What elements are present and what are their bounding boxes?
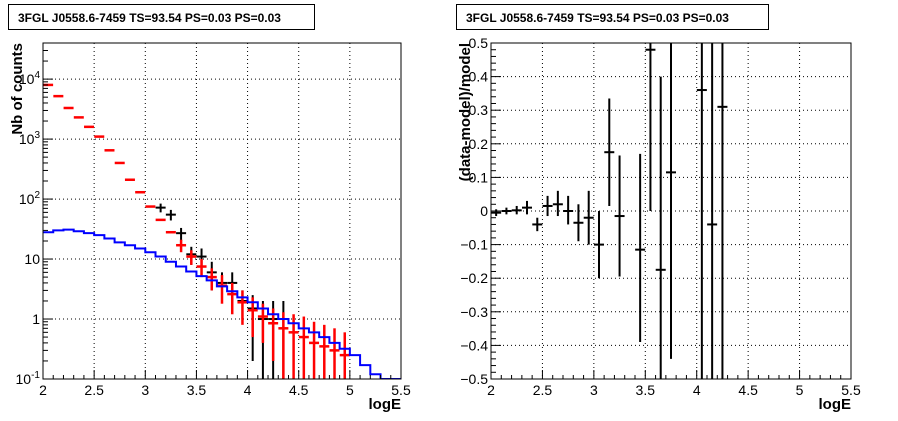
x-tick-label: 3: [141, 382, 149, 398]
counts-chart: 2 2.5 3 3.5 4 4.5 5 5.5 10-1 1 10 102 103 104 logE Nb o…: [9, 42, 411, 413]
y-tick-label: 10: [24, 251, 40, 267]
x-tick-label: 4.5: [289, 382, 309, 398]
y-tick-label: 0.4: [469, 69, 489, 85]
x-tick-label: 2: [487, 382, 495, 398]
x-tick-label: 3: [590, 382, 598, 398]
counts-panel: 2 2.5 3 3.5 4 4.5 5 5.5 10-1 1 10 102 103 104 logE Nb o…: [8, 4, 411, 413]
x-tick-label: 5: [346, 382, 354, 398]
x-tick-label: 3.5: [636, 382, 656, 398]
y-tick-label: −0.3: [460, 304, 488, 320]
x-axis-label: logE: [819, 396, 852, 413]
y-tick-label: −0.5: [460, 371, 488, 387]
x-tick-label: 2.5: [533, 382, 553, 398]
x-tick-label: 4: [693, 382, 701, 398]
x-tick-label: 3.5: [187, 382, 207, 398]
x-tick-label: 4: [244, 382, 252, 398]
background-histogram-line: [43, 228, 401, 379]
y-tick-label: 0.5: [469, 35, 489, 51]
x-tick-label: 5: [796, 382, 804, 398]
y-tick-label: 10-1: [16, 370, 41, 387]
y-tick-label: −0.2: [460, 270, 488, 286]
y-tick-label: 1: [32, 311, 40, 327]
x-tick-label: 5.5: [841, 382, 861, 398]
y-tick-label: 0.3: [469, 102, 489, 118]
residuals-panel: 2 2.5 3 3.5 4 4.5 5 5.5 −0.5 −0.4 −0.3 −0.2 −0.1 0 0.1…: [449, 0, 898, 421]
y-tick-label: 0: [480, 203, 488, 219]
x-tick-label: 2.5: [84, 382, 104, 398]
y-axis-label: (data-model)/model: [457, 43, 474, 181]
residuals-chart: 2 2.5 3 3.5 4 4.5 5 5.5 −0.5 −0.4 −0.3 −0.2 −0.1 0 0.1…: [457, 35, 861, 413]
y-tick-label: −0.4: [460, 337, 488, 353]
y-tick-label: 102: [19, 190, 41, 207]
y-tick-label: 104: [19, 70, 41, 87]
y-tick-label: 0.2: [469, 136, 489, 152]
chart-title-right: 3FGL J0558.6-7459 TS=93.54 PS=0.03 PS=0.…: [456, 4, 769, 30]
y-tick-label: 103: [19, 130, 41, 147]
chart-title-left: 3FGL J0558.6-7459 TS=93.54 PS=0.03 PS=0.…: [8, 4, 315, 30]
x-tick-label: 5.5: [391, 382, 411, 398]
y-tick-label: −0.1: [460, 237, 488, 253]
plot-frame: [42, 42, 402, 380]
x-tick-label: 2: [39, 382, 47, 398]
x-axis-label: logE: [369, 396, 402, 413]
y-axis-label: Nb of counts: [9, 43, 26, 135]
x-tick-label: 4.5: [738, 382, 758, 398]
y-tick-label: 0.1: [469, 169, 489, 185]
